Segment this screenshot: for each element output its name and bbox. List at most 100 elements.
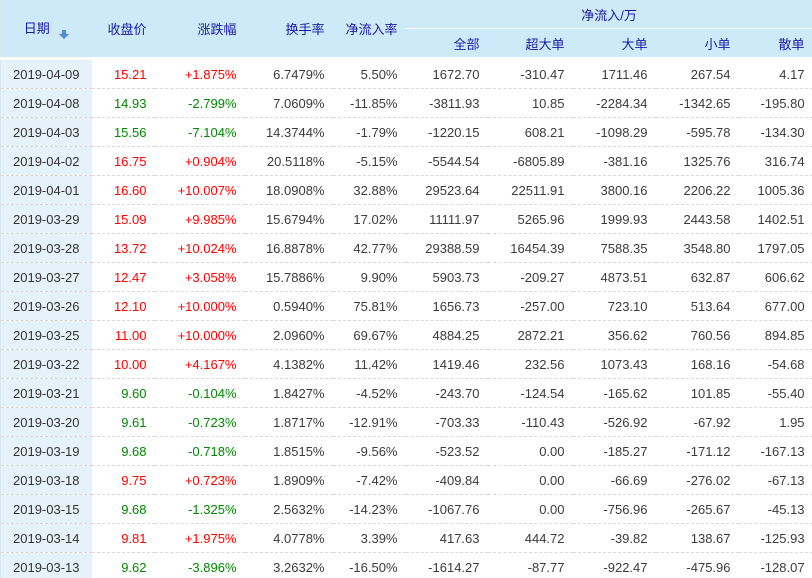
net-inflow-scattered-cell: 677.00 (739, 292, 812, 321)
date-cell: 2019-03-13 (1, 553, 92, 578)
net-inflow-small-cell: 101.85 (656, 379, 739, 408)
column-header-net-inflow-group: 净流入/万 (406, 0, 812, 29)
net-inflow-small-cell: -265.67 (656, 495, 739, 524)
net-inflow-rate-cell: -11.85% (333, 89, 406, 118)
column-header-super-large[interactable]: 超大单 (488, 29, 573, 59)
net-inflow-all-cell: 29388.59 (406, 234, 488, 263)
column-header-small[interactable]: 小单 (656, 29, 739, 59)
net-inflow-large-cell: -185.27 (573, 437, 656, 466)
net-inflow-all-cell: 1419.46 (406, 350, 488, 379)
net-inflow-scattered-cell: 606.62 (739, 263, 812, 292)
net-inflow-large-cell: 3800.16 (573, 176, 656, 205)
table-row: 2019-04-01 16.60 +10.007% 18.0908% 32.88… (1, 176, 812, 205)
column-header-large[interactable]: 大单 (573, 29, 656, 59)
net-inflow-small-cell: 1325.76 (656, 147, 739, 176)
net-inflow-super-large-cell: -87.77 (488, 553, 573, 578)
change-percent-cell: +10.000% (155, 321, 245, 350)
net-inflow-small-cell: 138.67 (656, 524, 739, 553)
net-inflow-small-cell: 513.64 (656, 292, 739, 321)
net-inflow-rate-cell: -1.79% (333, 118, 406, 147)
column-header-date-label: 日期 (24, 21, 50, 36)
close-price-cell: 15.09 (92, 205, 155, 234)
net-inflow-rate-cell: 17.02% (333, 205, 406, 234)
date-cell: 2019-03-25 (1, 321, 92, 350)
turnover-rate-cell: 7.0609% (245, 89, 333, 118)
close-price-cell: 12.10 (92, 292, 155, 321)
net-inflow-super-large-cell: 2872.21 (488, 321, 573, 350)
net-inflow-rate-cell: -16.50% (333, 553, 406, 578)
change-percent-cell: -7.104% (155, 118, 245, 147)
net-inflow-large-cell: 723.10 (573, 292, 656, 321)
net-inflow-super-large-cell: -110.43 (488, 408, 573, 437)
close-price-cell: 9.60 (92, 379, 155, 408)
column-header-all[interactable]: 全部 (406, 29, 488, 59)
net-inflow-scattered-cell: 1005.36 (739, 176, 812, 205)
date-cell: 2019-03-18 (1, 466, 92, 495)
change-percent-cell: -0.718% (155, 437, 245, 466)
net-inflow-scattered-cell: 1402.51 (739, 205, 812, 234)
column-header-turnover[interactable]: 换手率 (245, 0, 333, 59)
column-header-close[interactable]: 收盘价 (92, 0, 155, 59)
close-price-cell: 11.00 (92, 321, 155, 350)
net-inflow-all-cell: -243.70 (406, 379, 488, 408)
turnover-rate-cell: 2.5632% (245, 495, 333, 524)
table-row: 2019-03-29 15.09 +9.985% 15.6794% 17.02%… (1, 205, 812, 234)
net-inflow-rate-cell: -5.15% (333, 147, 406, 176)
net-inflow-all-cell: 11111.97 (406, 205, 488, 234)
net-inflow-small-cell: -595.78 (656, 118, 739, 147)
net-inflow-super-large-cell: -209.27 (488, 263, 573, 292)
column-header-change[interactable]: 涨跌幅 (155, 0, 245, 59)
net-inflow-large-cell: 4873.51 (573, 263, 656, 292)
date-cell: 2019-03-27 (1, 263, 92, 292)
column-header-scattered[interactable]: 散单 (739, 29, 812, 59)
net-inflow-small-cell: 3548.80 (656, 234, 739, 263)
column-header-net-inflow-rate[interactable]: 净流入率 (333, 0, 406, 59)
net-inflow-super-large-cell: 10.85 (488, 89, 573, 118)
net-inflow-scattered-cell: -128.07 (739, 553, 812, 578)
net-inflow-rate-cell: 42.77% (333, 234, 406, 263)
net-inflow-all-cell: 1672.70 (406, 59, 488, 89)
change-percent-cell: +0.904% (155, 147, 245, 176)
net-inflow-small-cell: 760.56 (656, 321, 739, 350)
net-inflow-rate-cell: -9.56% (333, 437, 406, 466)
net-inflow-rate-cell: 5.50% (333, 59, 406, 89)
change-percent-cell: -3.896% (155, 553, 245, 578)
net-inflow-scattered-cell: 894.85 (739, 321, 812, 350)
date-cell: 2019-03-20 (1, 408, 92, 437)
net-inflow-small-cell: 2443.58 (656, 205, 739, 234)
net-inflow-all-cell: 5903.73 (406, 263, 488, 292)
net-inflow-large-cell: -756.96 (573, 495, 656, 524)
column-header-date[interactable]: 日期 (1, 0, 92, 59)
net-inflow-large-cell: -922.47 (573, 553, 656, 578)
net-inflow-large-cell: 1073.43 (573, 350, 656, 379)
turnover-rate-cell: 18.0908% (245, 176, 333, 205)
net-inflow-super-large-cell: 232.56 (488, 350, 573, 379)
table-header: 日期 收盘价 涨跌幅 换手率 净流入率 净流入/万 全部 超大单 大单 小单 散… (1, 0, 812, 59)
change-percent-cell: +1.875% (155, 59, 245, 89)
close-price-cell: 16.75 (92, 147, 155, 176)
net-inflow-scattered-cell: 1.95 (739, 408, 812, 437)
net-inflow-all-cell: -523.52 (406, 437, 488, 466)
net-inflow-rate-cell: -4.52% (333, 379, 406, 408)
net-inflow-all-cell: 417.63 (406, 524, 488, 553)
date-cell: 2019-04-03 (1, 118, 92, 147)
close-price-cell: 9.62 (92, 553, 155, 578)
net-inflow-all-cell: -1220.15 (406, 118, 488, 147)
net-inflow-large-cell: -66.69 (573, 466, 656, 495)
net-inflow-all-cell: -703.33 (406, 408, 488, 437)
date-cell: 2019-04-08 (1, 89, 92, 118)
close-price-cell: 9.75 (92, 466, 155, 495)
table-row: 2019-03-26 12.10 +10.000% 0.5940% 75.81%… (1, 292, 812, 321)
net-inflow-super-large-cell: 444.72 (488, 524, 573, 553)
turnover-rate-cell: 15.6794% (245, 205, 333, 234)
net-inflow-scattered-cell: -55.40 (739, 379, 812, 408)
net-inflow-large-cell: 7588.35 (573, 234, 656, 263)
close-price-cell: 14.93 (92, 89, 155, 118)
net-inflow-large-cell: 1999.93 (573, 205, 656, 234)
net-inflow-super-large-cell: -124.54 (488, 379, 573, 408)
table-row: 2019-04-08 14.93 -2.799% 7.0609% -11.85%… (1, 89, 812, 118)
net-inflow-super-large-cell: -310.47 (488, 59, 573, 89)
net-inflow-small-cell: 168.16 (656, 350, 739, 379)
turnover-rate-cell: 4.1382% (245, 350, 333, 379)
net-inflow-scattered-cell: -45.13 (739, 495, 812, 524)
